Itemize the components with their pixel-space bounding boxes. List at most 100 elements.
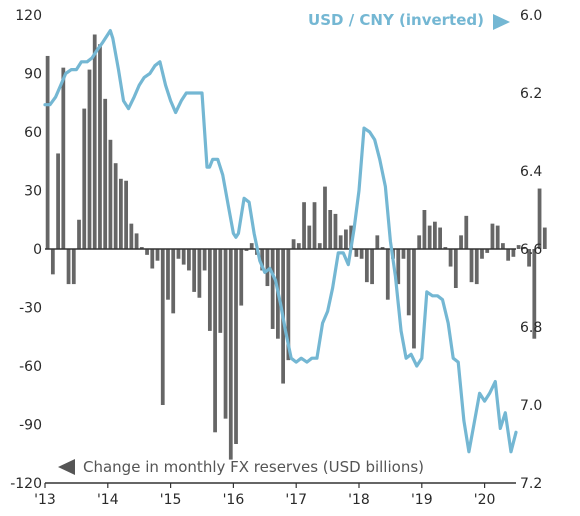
reserve-bar	[265, 249, 270, 287]
right-tick-label: 7.0	[520, 398, 542, 414]
reserve-bar	[344, 229, 348, 249]
left-tick-label: -120	[10, 476, 42, 492]
reserve-bar	[370, 249, 374, 285]
reserve-bar	[228, 249, 233, 460]
reserve-bar	[166, 249, 170, 300]
reserve-bar	[202, 249, 207, 271]
reserve-bar	[433, 221, 437, 249]
legend-fx-reserves-label: Change in monthly FX reserves (USD billi…	[83, 458, 424, 476]
reserve-bar	[207, 249, 212, 331]
reserve-bar	[401, 249, 406, 259]
reserve-bar	[171, 249, 176, 314]
reserve-bar	[375, 235, 380, 249]
reserve-bar	[61, 67, 66, 250]
reserve-bar	[385, 249, 390, 300]
reserve-bar	[317, 243, 322, 249]
legend-usd-cny-label: USD / CNY (inverted)	[308, 11, 484, 29]
reserve-bar	[77, 219, 81, 249]
reserve-bar	[56, 153, 60, 249]
reserve-bar	[286, 249, 291, 361]
reserve-bar	[537, 188, 542, 249]
reserve-bar	[92, 34, 97, 249]
left-tick-label: 0	[33, 242, 42, 258]
usd-cny-line	[43, 29, 518, 454]
legend-fx-reserves: Change in monthly FX reserves (USD billi…	[58, 458, 424, 476]
reserve-bar	[307, 225, 312, 249]
x-tick-label: '17	[285, 492, 307, 508]
reserve-bar	[474, 249, 479, 285]
x-tick-label: '19	[411, 492, 433, 508]
reserve-bar	[45, 55, 50, 250]
reserve-bar	[480, 249, 484, 259]
reserve-bar	[239, 249, 244, 306]
reserve-bar	[223, 249, 228, 419]
reserve-bar	[50, 249, 55, 275]
reserve-bar	[244, 249, 249, 251]
reserve-bar	[260, 249, 265, 271]
reserve-bar	[438, 227, 442, 249]
reserve-bar	[427, 225, 432, 249]
reserve-bar	[323, 186, 327, 249]
left-tick-label: -60	[19, 359, 42, 375]
left-tick-label: 90	[24, 67, 42, 83]
reserve-bar	[354, 249, 359, 257]
reserve-bar	[82, 108, 87, 249]
reserve-bar	[422, 210, 427, 249]
left-axis-ticks: -120 -90 -60 -30 0 30 60 90 120	[10, 8, 42, 492]
right-tick-label: 7.2	[520, 476, 542, 492]
reserve-bar	[448, 249, 453, 267]
right-tick-label: 6.6	[520, 242, 542, 258]
legend-usd-cny: USD / CNY (inverted)	[308, 11, 510, 30]
reserve-bar	[516, 245, 521, 249]
reserve-bar	[542, 227, 547, 249]
reserve-bar	[181, 249, 186, 265]
reserve-bar	[380, 247, 385, 249]
reserve-bar	[328, 210, 333, 249]
reserve-bar	[270, 249, 275, 329]
reserve-bar	[453, 249, 458, 288]
x-tick-label: '13	[34, 492, 56, 508]
arrow-right-icon	[493, 14, 510, 30]
reserve-bar	[160, 249, 165, 405]
reserve-bar	[71, 249, 76, 285]
reserve-bar	[187, 249, 191, 271]
reserve-bar	[521, 247, 526, 249]
fx-reserves-bars	[45, 34, 547, 460]
reserve-bar	[302, 202, 306, 249]
reserve-bar	[495, 225, 500, 249]
reserve-bar	[333, 213, 338, 249]
reserve-bar	[469, 249, 474, 283]
reserve-bar	[464, 215, 469, 249]
reserve-bar	[359, 249, 364, 259]
reserve-bar	[197, 249, 202, 298]
reserve-bar	[443, 247, 448, 249]
reserve-bar	[364, 249, 369, 283]
reserve-bar	[87, 69, 92, 249]
reserve-bar	[396, 249, 401, 285]
arrow-left-icon	[58, 459, 75, 475]
left-tick-label: 120	[15, 8, 42, 24]
x-axis-ticks: '13 '14 '15 '16 '17 '18 '19 '20	[34, 483, 495, 508]
reserve-bar	[291, 239, 296, 249]
x-tick-label: '16	[223, 492, 245, 508]
reserve-bar	[417, 235, 422, 249]
reserve-bar	[113, 163, 118, 249]
right-tick-label: 6.2	[520, 86, 542, 102]
reserve-bar	[103, 98, 108, 249]
reserve-bar	[296, 243, 301, 249]
reserve-bar	[485, 249, 490, 253]
reserve-bar	[66, 249, 71, 285]
reserve-bar	[527, 249, 531, 267]
reserve-bar	[312, 202, 317, 249]
reserve-bar	[234, 249, 238, 444]
reserve-bar	[249, 243, 254, 249]
reserve-bar	[155, 249, 160, 261]
left-tick-label: 60	[24, 125, 42, 141]
reserve-bar	[213, 249, 217, 433]
reserve-bar	[406, 249, 411, 316]
reserve-bar	[506, 249, 511, 261]
reserve-bar	[218, 249, 223, 333]
left-tick-label: -30	[19, 301, 42, 317]
reserve-bar	[119, 178, 123, 249]
